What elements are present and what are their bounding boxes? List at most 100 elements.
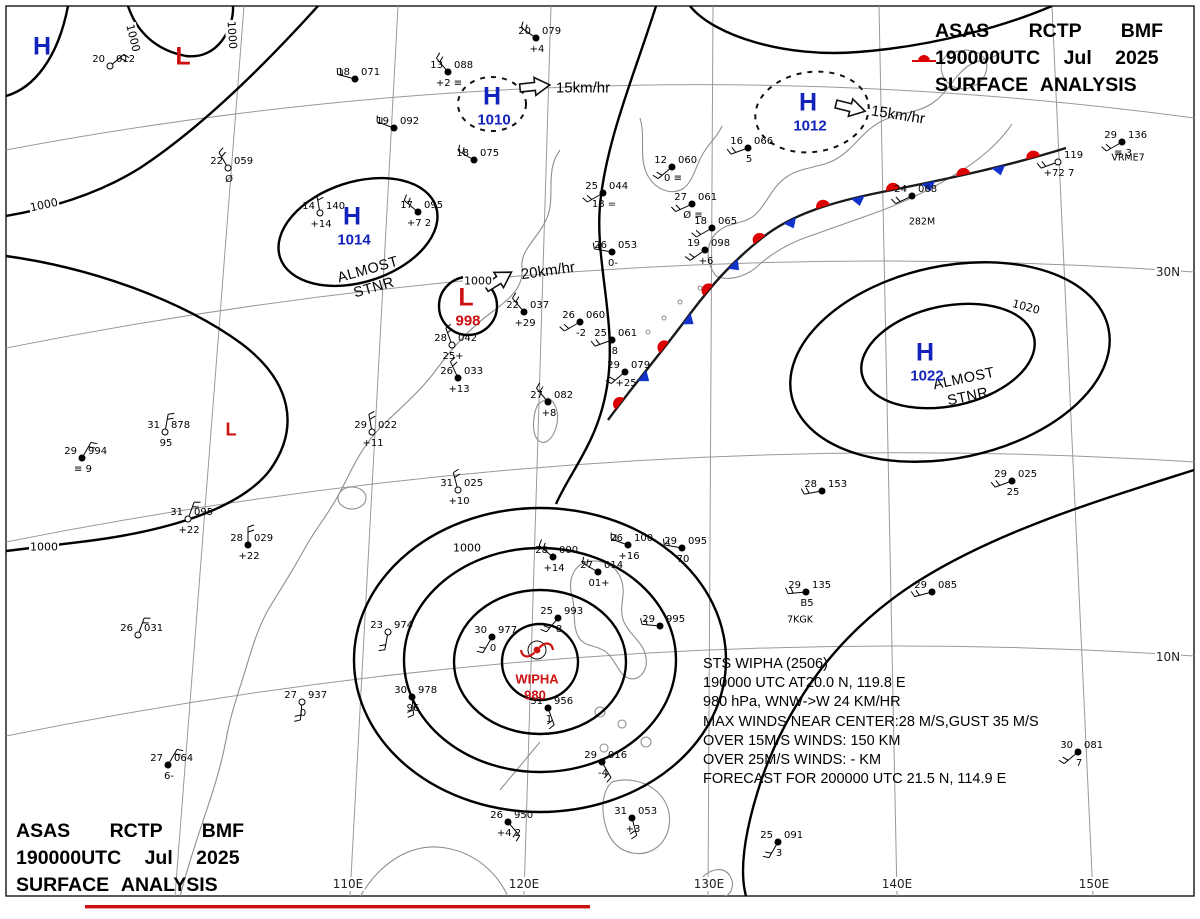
station-text: 17	[400, 200, 413, 211]
station-text: 060	[678, 155, 697, 166]
wind-barb-tick	[369, 415, 376, 420]
station-symbol	[390, 124, 398, 132]
wind-barb	[895, 196, 910, 205]
station-text: 053	[618, 240, 637, 251]
ryukyu-island	[645, 329, 651, 335]
station-symbol	[621, 368, 629, 376]
station-plot: 18 075	[456, 144, 499, 164]
latitude-line-20n	[6, 452, 1194, 543]
pressure-center-value: 1022	[910, 367, 944, 385]
wind-barb-tick	[439, 56, 444, 63]
station-text: 29	[64, 446, 77, 457]
station-text: Ø ≡	[683, 209, 702, 221]
station-text: +25	[615, 378, 636, 389]
station-symbol	[774, 838, 782, 846]
station-text: +22	[178, 525, 199, 536]
station-text: 28	[434, 333, 447, 344]
station-symbol	[802, 588, 810, 596]
wind-barb	[111, 54, 125, 65]
dashed-outline-1010	[457, 76, 527, 132]
station-text: 016	[608, 750, 627, 761]
wind-barb	[376, 121, 392, 128]
wind-barb-tick	[174, 753, 181, 756]
wind-barb	[642, 623, 658, 627]
station-text: 956	[554, 696, 573, 707]
wind-barb	[914, 592, 930, 598]
isobar-corner	[6, 6, 70, 98]
wind-barb	[994, 481, 1010, 488]
station-plot: 25 061-8	[590, 328, 637, 357]
wind-barb-tick	[731, 147, 737, 153]
station-text: 5	[746, 154, 752, 165]
wind-barb	[449, 361, 458, 376]
storm-info-line: FORECAST FOR 200000 UTC 21.5 N, 114.9 E	[703, 771, 1007, 788]
wind-barb-tick	[640, 618, 643, 625]
storm-info-line: 190000 UTC AT20.0 N, 119.8 E	[703, 675, 906, 692]
station-plot: 26 033 +13	[440, 356, 483, 395]
station-text: 031	[144, 623, 163, 634]
footer-datetime: 190000UTC Jul 2025	[16, 847, 240, 869]
station-symbol	[624, 541, 632, 549]
wind-barb-tick	[662, 538, 665, 545]
warm-front-symbol	[886, 182, 900, 192]
station-text: 044	[609, 181, 628, 192]
wind-barb-tick	[726, 148, 732, 155]
wind-barb	[610, 538, 626, 545]
station-text: B5	[800, 598, 813, 609]
station-text: +4 2	[497, 828, 521, 839]
footer-product-id: ASAS RCTP BMF	[16, 820, 244, 842]
wind-barb	[411, 699, 415, 715]
wind-barb	[696, 229, 710, 238]
wind-barb	[804, 491, 820, 495]
wind-barb-tick	[895, 196, 901, 202]
wind-barb-tick	[605, 379, 612, 384]
wind-barb-tick	[436, 52, 441, 59]
pressure-center-symbol-h: H	[798, 88, 818, 117]
palawan-coast	[499, 741, 541, 791]
station-text: 14	[302, 201, 315, 212]
warm-front-symbol	[752, 232, 766, 245]
station-text: 28	[804, 479, 817, 490]
wind-barb-tick	[670, 206, 677, 212]
station-text: 037	[530, 300, 549, 311]
station-text: 079	[631, 360, 650, 371]
wind-barb-tick	[542, 542, 546, 549]
station-symbol	[224, 164, 232, 172]
storm-info-line: 980 hPa, WNW->W 24 KM/HR	[703, 694, 901, 711]
station-text: 29	[994, 469, 1007, 480]
wind-barb-tick	[512, 831, 517, 838]
station-plot: 27 014 01+	[580, 556, 623, 589]
station-symbol	[454, 374, 462, 382]
latitude-line-30n	[6, 260, 1194, 349]
wind-barb-tick	[119, 57, 126, 62]
station-text: 26	[562, 310, 575, 321]
station-text: 974	[394, 620, 413, 631]
station-text: 066	[754, 136, 773, 147]
wind-barb-tick	[684, 256, 691, 261]
wind-barb-tick	[563, 323, 570, 329]
longitude-label: 150E	[1077, 877, 1111, 891]
wind-barb-tick	[785, 587, 789, 594]
ryukyu-island	[677, 299, 683, 305]
warm-front-symbol	[1026, 150, 1041, 160]
station-plot: 28 153	[800, 479, 847, 495]
wind-barb-tick	[90, 441, 98, 445]
wind-barb-tick	[652, 174, 659, 179]
station-symbol	[701, 246, 709, 254]
warm-front-symbol	[657, 340, 669, 353]
footer-title-block: ASAS RCTP BMF 190000UTC Jul 2025 SURFACE…	[16, 818, 316, 899]
station-text: 16	[730, 136, 743, 147]
station-text: 061	[618, 328, 637, 339]
station-text: +6	[699, 256, 714, 267]
station-plot: 22 037 +29	[506, 292, 549, 329]
station-text: 29	[607, 360, 620, 371]
header-chart-type: SURFACE ANALYSIS	[935, 74, 1137, 96]
station-plot: 14 140 +14	[302, 191, 345, 230]
station-symbol	[414, 208, 422, 216]
station-symbol	[504, 818, 512, 826]
wind-barb-tick	[805, 487, 810, 494]
station-text: -2	[576, 328, 586, 339]
typhoon-symbol-tail	[519, 649, 536, 658]
typhoon-symbol-tail	[538, 642, 555, 651]
